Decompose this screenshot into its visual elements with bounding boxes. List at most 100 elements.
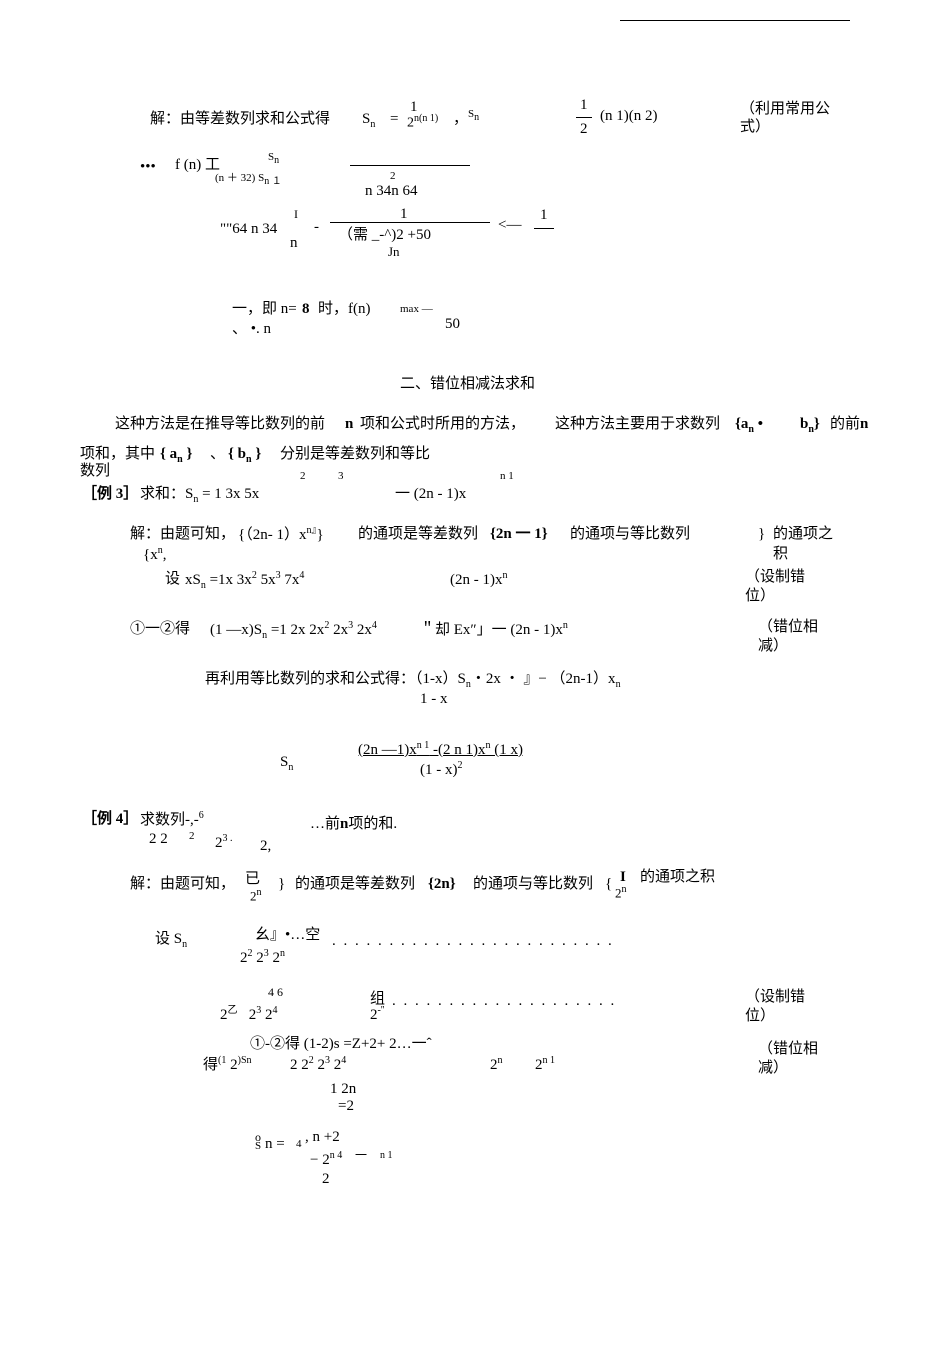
ex3-dots: 一 (2n - 1)x <box>395 485 466 503</box>
fn-frac-mid: n 34n 64 <box>365 182 418 200</box>
intro-sep: 、 <box>210 445 225 463</box>
sol1-2b: 2 <box>580 120 588 138</box>
ex4-row5i: 2n 1 <box>535 1055 555 1074</box>
ex4-row5p2: 减） <box>758 1059 788 1077</box>
fn-l2d: 1 <box>400 205 408 223</box>
sol1-prefix: 解：由等差数列求和公式得 <box>150 110 330 128</box>
sol1-note2: 式） <box>740 118 770 136</box>
ex4-final-b: S <box>255 1140 261 1153</box>
intro-bn: bn} <box>800 415 820 436</box>
fn-l2a: ""64 n 34 <box>220 220 277 238</box>
intro1: 这种方法是在推导等比数列的前 <box>115 415 325 433</box>
ex4-row5a: 得(1 2)Sn <box>203 1055 252 1074</box>
ex4-sol: 解：由题可知， <box>130 875 235 893</box>
ex3-paren2: （错位相 <box>758 618 818 636</box>
fn-dots: ••• <box>140 158 156 176</box>
ex3-term5-note: 的通项之 <box>773 525 833 543</box>
ex4-row2c: 23 . <box>215 833 233 852</box>
ex3-term1: {（2n- 1）xn』} <box>238 525 324 544</box>
sol1-sn: Sn <box>362 110 375 131</box>
frac-line-1 <box>576 117 592 118</box>
fn-l3b: 8 <box>302 300 310 318</box>
ex4-row2a: 2 2 <box>149 830 168 848</box>
ex3-sup2: 2 <box>300 470 306 483</box>
ex4-close: } <box>278 875 285 893</box>
fn-dash: - <box>314 218 319 236</box>
ex4-step: ①-②得 (1-2)s =Z+2+ 2…一ˆ <box>250 1035 432 1053</box>
ex4-final-h: 一 <box>355 1148 367 1162</box>
intro-n: n <box>345 415 353 433</box>
ex3-term4: 的通项与等比数列 <box>570 525 690 543</box>
ex3-label: ［例 3］ <box>82 485 138 503</box>
sol1-2a: 2n(n 1) <box>407 113 438 132</box>
sol1-rest: (n 1)(n 2) <box>600 107 657 125</box>
ex4-row2d: 2, <box>260 837 271 855</box>
fn-l3f: 、 •. n <box>232 320 271 338</box>
intro6: 数列 <box>80 462 110 480</box>
fn-l2b: I <box>294 207 298 221</box>
ex3-final-num: (2n —1)xn 1 -(2 n 1)xn (1 x) <box>358 740 523 759</box>
ex4-text: 求数列-,-6 <box>140 810 204 829</box>
sol1-1b: 1 <box>580 96 588 114</box>
ex3-mid: ＂却 Ex″」一 (2n - 1)xn <box>420 620 568 639</box>
intro3: 这种方法主要用于求数列 <box>555 415 720 433</box>
ex3-paren2b: 减） <box>758 637 788 655</box>
ex4-final-j: 2 <box>322 1170 330 1188</box>
ex3-tail-sup: n 1 <box>500 470 514 483</box>
ex3-she: 设 <box>165 570 180 588</box>
intro2: 项和公式时所用的方法， <box>360 415 525 433</box>
intro-tail: 的前n <box>830 415 868 433</box>
ex3-final-denom: (1 - x)2 <box>420 760 463 779</box>
sol1-note1: （利用常用公 <box>740 100 830 118</box>
fn-sn: Sn <box>268 151 279 167</box>
ex3-sol-prefix: 解：由题可知， <box>130 525 235 543</box>
fn-l3c: 时，f(n) <box>318 300 371 318</box>
fn-l2h-line <box>534 228 554 229</box>
ex4-final-i: n 1 <box>380 1150 393 1162</box>
ex3-paren1: （设制错 <box>745 568 805 586</box>
ex4-row5e: 2 22 23 24 <box>290 1055 346 1074</box>
ex4-she: 设 Sn <box>155 930 187 951</box>
ex4-mess: 幺』•…空 <box>255 926 320 944</box>
ex4-final-e: , n +2 <box>305 1128 340 1146</box>
ex4-row6b: =2 <box>338 1097 354 1115</box>
ex4-2n: 2n <box>250 887 262 904</box>
ex3-term5-close: } <box>758 525 765 543</box>
ex4-set-open: { <box>605 875 612 893</box>
ex4-dots: …前n项的和. <box>310 815 397 833</box>
ex4-mid2: 的通项与等比数列 <box>473 875 593 893</box>
ex3-geom: 再利用等比数列的求和公式得：（1-x）Sn・2x ・ 』− （2n-1）xn <box>205 670 621 691</box>
ex4-row4d: 2-'' <box>370 1005 384 1024</box>
fn-l2f: Jn <box>388 244 400 260</box>
fn-l2-line <box>330 222 490 223</box>
fn-l3e: 50 <box>445 315 460 333</box>
fn-l2c: n <box>290 234 298 252</box>
ex4-final-c: n = <box>265 1135 285 1153</box>
ex4-ji: 已 <box>245 870 260 888</box>
ex4-row3dots: . . . . . . . . . . . . . . . . . . . . <box>392 992 616 1010</box>
header-rule <box>620 20 850 21</box>
ex3-res: (1 —x)Sn =1 2x 2x2 2x3 2x4 <box>210 620 377 642</box>
ex3-note2: 积 <box>773 545 788 563</box>
fn-l3d: max — <box>400 303 433 316</box>
page: 解：由等差数列求和公式得 Sn = 1 2n(n 1) ， Sn 1 2 (n … <box>0 0 950 1346</box>
fn-label: f (n) 工 <box>175 156 220 174</box>
ex4-row2b: 2 <box>189 830 195 843</box>
sol1-eq: = <box>390 110 398 128</box>
ex4-row6a: 1 2n <box>330 1080 356 1098</box>
ex4-label: ［例 4］ <box>82 810 138 828</box>
intro-an: { an } <box>160 445 192 466</box>
ex3-term3: {2n 一 1} <box>490 525 548 543</box>
ex3-tail2: (2n - 1)xn <box>450 570 508 589</box>
ex3-xn: {xn, <box>143 545 166 564</box>
fn-l2g: <— <box>498 216 521 234</box>
ex4-final-f: − 2n 4 <box>310 1150 342 1169</box>
ex4-set-denom: 2n <box>615 884 627 901</box>
ex4-row3p2: 位） <box>745 1007 775 1025</box>
ex4-row5p: （错位相 <box>758 1040 818 1058</box>
ex4-denoms: 22 23 2n <box>240 948 285 967</box>
fn-l2h: 1 <box>540 206 548 224</box>
fn-l2e: （需 _-^)2 +50 <box>338 226 431 244</box>
fn-l3a: 一，即 n= <box>232 300 297 318</box>
sol1-sn2: Sn <box>468 108 479 124</box>
